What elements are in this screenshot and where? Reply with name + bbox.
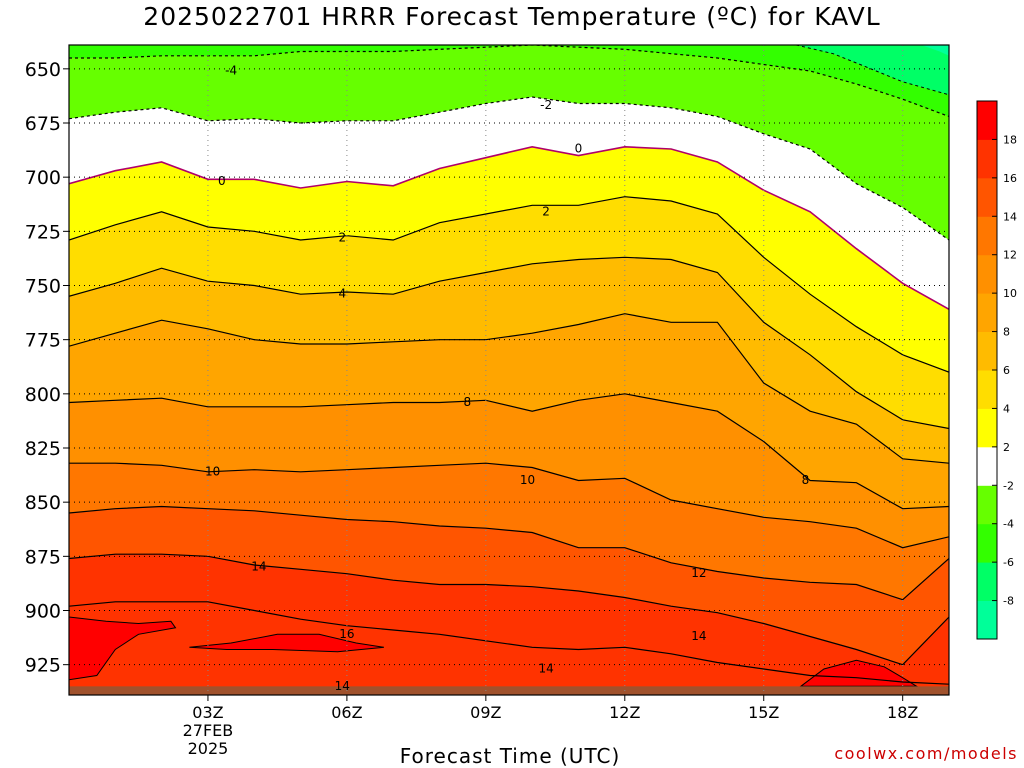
colorbar-swatch-z0 — [977, 446, 997, 486]
isotherm-line-14 — [69, 553, 949, 666]
contour-label: 8 — [463, 395, 471, 409]
x-tick-label: 15Z — [748, 703, 779, 722]
contour-label: 2 — [338, 230, 346, 244]
band-fill-n6 — [796, 45, 949, 95]
contour-label: 10 — [520, 473, 535, 487]
colorbar-swatch-p6 — [977, 331, 997, 371]
colorbar-swatch-p4 — [977, 370, 997, 409]
band-fill-n2 — [69, 45, 949, 240]
ground-terrain — [69, 686, 949, 695]
isotherm-line-8 — [69, 393, 949, 510]
credit-text: coolwx.com/models — [834, 744, 1018, 763]
y-tick-label: 925 — [25, 655, 61, 677]
isotherm-line-16 — [69, 601, 949, 685]
y-tick-label: 675 — [25, 113, 61, 135]
band-fill-n8 — [921, 45, 949, 56]
x-tick-label: 2025 — [188, 739, 229, 758]
isotherm-line-minus6 — [796, 45, 949, 96]
x-axis-title: Forecast Time (UTC) — [399, 744, 621, 768]
colorbar-label: 4 — [1003, 402, 1010, 415]
colorbar-label: 14 — [1003, 210, 1017, 223]
colorbar-swatch-n4 — [977, 523, 997, 563]
colorbar-swatch-n2 — [977, 485, 997, 525]
colorbar-label: -4 — [1003, 518, 1014, 531]
isotherm-line-12 — [69, 505, 949, 601]
colorbar-swatch-p18 — [977, 101, 997, 140]
contour-label: 0 — [218, 174, 226, 188]
y-tick-label: 800 — [25, 384, 61, 406]
colorbar-label: 12 — [1003, 249, 1017, 262]
isotherm-line-10 — [69, 462, 949, 549]
colorbar-label: 16 — [1003, 172, 1017, 185]
colorbar-label: -2 — [1003, 479, 1014, 492]
isotherm-line-minus4 — [69, 45, 949, 118]
colorbar-swatch-p14 — [977, 177, 997, 217]
contour-label: 2 — [542, 204, 550, 218]
contour-label: -2 — [540, 98, 552, 112]
colorbar-swatch-p16 — [977, 139, 997, 179]
x-tick-label: 06Z — [331, 703, 362, 722]
contour-label: 8 — [802, 473, 810, 487]
colorbar-label: 2 — [1003, 441, 1010, 454]
colorbar-label: 10 — [1003, 287, 1017, 300]
y-tick-label: 775 — [25, 330, 61, 352]
x-tick-label: 09Z — [470, 703, 501, 722]
contour-label: 4 — [338, 287, 346, 301]
y-tick-label: 650 — [25, 59, 61, 81]
contour-label: 14 — [251, 560, 266, 574]
colorbar-swatch-p8 — [977, 293, 997, 332]
colorbar-label: 8 — [1003, 326, 1010, 339]
contour-label: 14 — [538, 662, 553, 676]
contour-label: -4 — [225, 64, 237, 78]
x-tick-label: 12Z — [609, 703, 640, 722]
contour-label: 16 — [339, 627, 354, 641]
colorbar-label: 18 — [1003, 133, 1017, 146]
x-tick-label: 18Z — [887, 703, 918, 722]
y-tick-label: 875 — [25, 546, 61, 568]
colorbar-label: -8 — [1003, 595, 1014, 608]
warm-pocket-west — [69, 616, 177, 681]
contour-label: 12 — [691, 566, 706, 580]
chart-title: 2025022701 HRRR Forecast Temperature (ºC… — [143, 2, 881, 31]
contour-label: 0 — [575, 142, 583, 156]
colorbar-label: -6 — [1003, 556, 1014, 569]
contour-label: 14 — [335, 679, 350, 693]
warm-pocket-east — [799, 659, 919, 687]
colorbar-swatch-n6 — [977, 562, 997, 601]
isotherm-line-0 — [69, 145, 949, 310]
y-tick-label: 700 — [25, 167, 61, 189]
isotherm-line-4 — [69, 256, 949, 430]
colorbar-swatch-p12 — [977, 216, 997, 256]
contour-label: 14 — [691, 629, 706, 643]
contour-label: 10 — [205, 464, 220, 478]
y-tick-label: 725 — [25, 221, 61, 243]
x-tick-label: 03Z — [192, 703, 223, 722]
colorbar-swatch-p2 — [977, 408, 997, 448]
colorbar-swatch-n8 — [977, 600, 997, 640]
isotherm-line-6 — [69, 313, 949, 464]
y-tick-label: 850 — [25, 492, 61, 514]
plot-frame — [68, 44, 950, 696]
y-tick-label: 750 — [25, 276, 61, 298]
isotherm-line-2 — [69, 196, 949, 373]
y-tick-label: 900 — [25, 601, 61, 623]
y-tick-label: 825 — [25, 438, 61, 460]
x-tick-label: 27FEB — [183, 721, 234, 740]
isotherm-line-minus2 — [69, 96, 949, 241]
warm-pocket-central — [189, 633, 384, 653]
plot-area: -4 -2 0 0 2 2 4 8 8 10 10 12 14 14 14 14 16 — [69, 45, 949, 695]
colorbar-swatch-p10 — [977, 254, 997, 294]
colorbar-label: 6 — [1003, 364, 1010, 377]
